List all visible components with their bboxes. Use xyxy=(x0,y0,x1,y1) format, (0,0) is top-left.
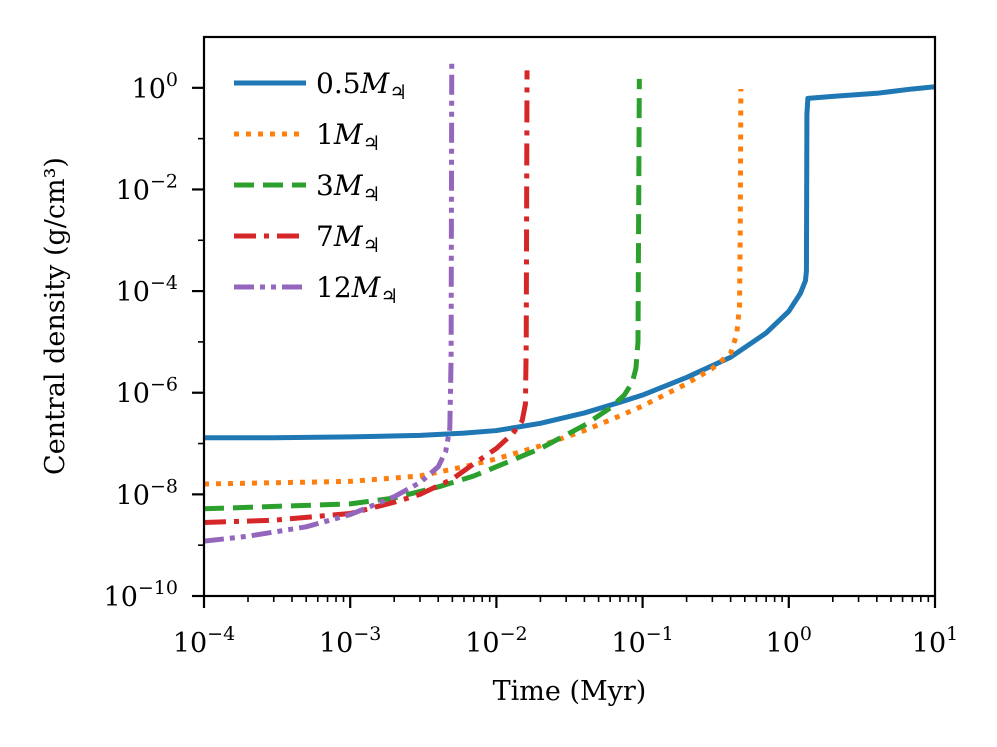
x-tick-label: 101 xyxy=(912,623,958,659)
x-tick-label: 10−4 xyxy=(173,623,235,659)
legend-label-1m: 1M♃ xyxy=(316,118,380,155)
y-axis-label: Central density (g/cm³) xyxy=(40,157,71,475)
series-line-12m xyxy=(204,62,455,544)
legend-label-7m: 7M♃ xyxy=(316,220,380,257)
y-tick-label: 10−8 xyxy=(116,475,178,511)
legend-label-0.5m: 0.5M♃ xyxy=(316,67,407,104)
legend-label-12m: 12M♃ xyxy=(316,271,398,308)
y-tick-label: 10−2 xyxy=(116,170,178,206)
x-tick-label: 10−1 xyxy=(611,623,673,659)
x-tick-label: 10−3 xyxy=(319,623,381,659)
x-tick-label: 10−2 xyxy=(465,623,527,659)
y-tick-label: 10−6 xyxy=(116,374,178,410)
y-tick-label: 10−10 xyxy=(104,577,178,613)
plot-frame xyxy=(202,35,937,598)
series-line-0.5m xyxy=(204,84,935,441)
x-tick-label: 100 xyxy=(766,623,812,659)
x-axis-label: Time (Myr) xyxy=(493,676,647,707)
legend-label-3m: 3M♃ xyxy=(316,169,380,206)
legend: 0.5M♃ 1M♃ 3M♃ 7M♃ 12M♃ xyxy=(234,67,407,308)
y-tick-label: 100 xyxy=(132,69,178,105)
series-line-3m xyxy=(204,78,642,512)
y-tick-label: 10−4 xyxy=(116,272,178,308)
